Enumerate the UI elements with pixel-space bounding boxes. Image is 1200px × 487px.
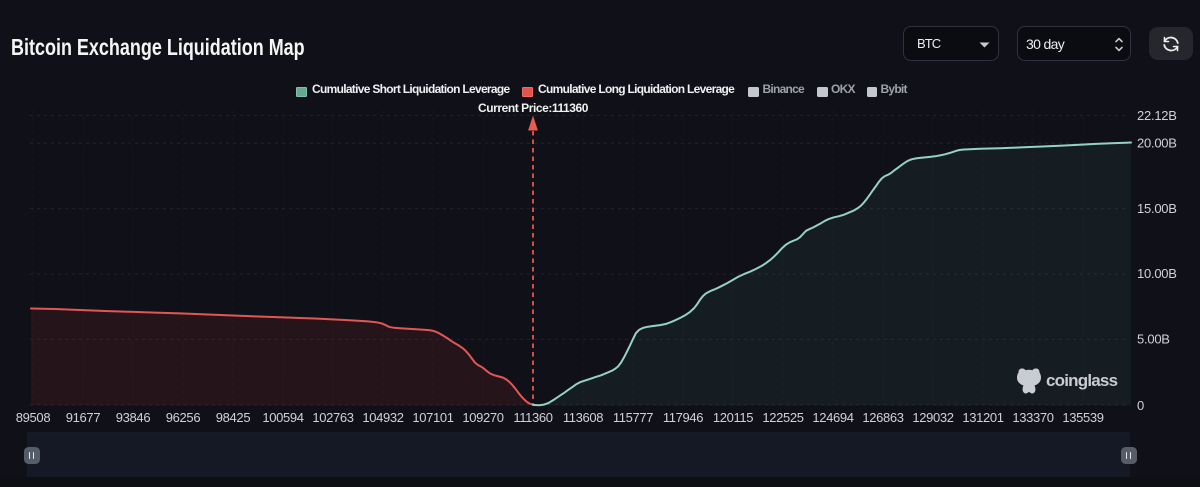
svg-text:126863: 126863 (862, 410, 903, 425)
svg-text:98425: 98425 (216, 410, 251, 425)
svg-text:89508: 89508 (16, 410, 51, 425)
svg-text:5.00B: 5.00B (1137, 332, 1170, 347)
svg-text:20.00B: 20.00B (1137, 135, 1177, 150)
svg-text:100594: 100594 (262, 410, 303, 425)
svg-text:22.12B: 22.12B (1137, 108, 1177, 123)
svg-text:111360: 111360 (513, 410, 552, 425)
svg-text:131201: 131201 (962, 410, 1003, 425)
svg-text:120115: 120115 (713, 410, 753, 425)
svg-text:117946: 117946 (663, 410, 703, 425)
svg-text:10.00B: 10.00B (1137, 266, 1177, 281)
svg-text:115777: 115777 (613, 410, 653, 425)
svg-text:0: 0 (1137, 398, 1144, 413)
svg-text:93846: 93846 (116, 410, 151, 425)
svg-text:91677: 91677 (66, 410, 101, 425)
svg-text:96256: 96256 (166, 410, 201, 425)
svg-text:15.00B: 15.00B (1137, 201, 1177, 216)
svg-text:124694: 124694 (812, 410, 853, 425)
svg-text:113608: 113608 (563, 410, 603, 425)
svg-text:129032: 129032 (912, 410, 953, 425)
svg-text:102763: 102763 (312, 410, 353, 425)
svg-text:122525: 122525 (762, 410, 803, 425)
svg-text:133370: 133370 (1012, 410, 1053, 425)
svg-text:135539: 135539 (1062, 410, 1103, 425)
svg-text:104932: 104932 (362, 410, 403, 425)
svg-text:107101: 107101 (412, 410, 453, 425)
svg-text:109270: 109270 (462, 410, 503, 425)
